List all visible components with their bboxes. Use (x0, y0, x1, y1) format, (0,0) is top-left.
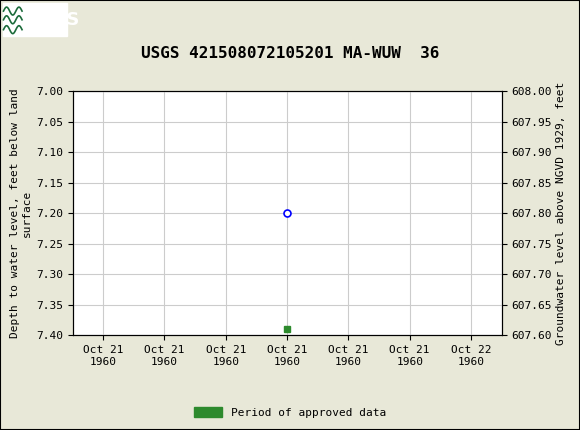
FancyBboxPatch shape (3, 3, 67, 37)
Text: USGS 421508072105201 MA-WUW  36: USGS 421508072105201 MA-WUW 36 (141, 46, 439, 61)
Y-axis label: Depth to water level, feet below land
surface: Depth to water level, feet below land su… (10, 89, 32, 338)
Y-axis label: Groundwater level above NGVD 1929, feet: Groundwater level above NGVD 1929, feet (556, 82, 566, 345)
Legend: Period of approved data: Period of approved data (190, 403, 390, 422)
Text: USGS: USGS (24, 11, 79, 29)
